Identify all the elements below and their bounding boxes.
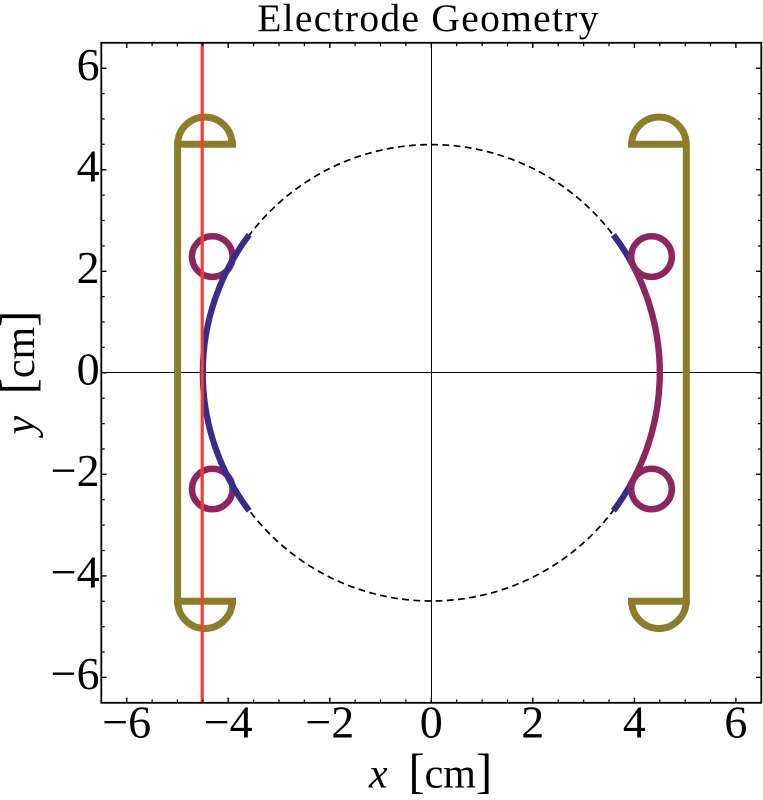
svg-text:−2: −2 [305,697,354,748]
svg-text:6: 6 [724,697,747,748]
svg-text:−6: −6 [51,648,100,699]
svg-text:4: 4 [623,697,646,748]
svg-text:−4: −4 [51,547,100,598]
svg-text:4: 4 [77,140,100,191]
svg-text:[cm]: [cm] [0,311,45,395]
svg-text:0: 0 [77,343,100,394]
svg-text:6: 6 [77,39,100,90]
svg-text:−6: −6 [102,697,151,748]
svg-text:y: y [0,416,44,439]
svg-text:2: 2 [521,697,544,748]
svg-text:−4: −4 [204,697,253,748]
svg-text:−2: −2 [51,445,100,496]
svg-text:Electrode Geometry: Electrode Geometry [257,0,600,40]
svg-text:0: 0 [420,697,443,748]
svg-text:x: x [368,751,388,797]
svg-text:[cm]: [cm] [409,745,493,798]
svg-text:2: 2 [77,242,100,293]
